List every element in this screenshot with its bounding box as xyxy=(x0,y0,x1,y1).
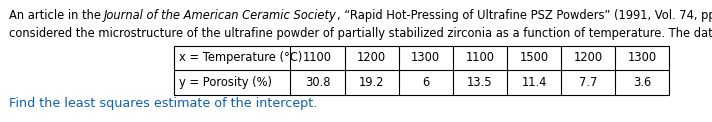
Text: 1100: 1100 xyxy=(466,51,494,64)
Text: 13.5: 13.5 xyxy=(467,76,493,89)
Text: , “Rapid Hot-Pressing of Ultrafine PSZ Powders” (1991, Vol. 74, pp. 1547–1553): , “Rapid Hot-Pressing of Ultrafine PSZ P… xyxy=(337,9,712,22)
Text: An article in the: An article in the xyxy=(9,9,104,22)
Text: 11.4: 11.4 xyxy=(521,76,547,89)
Text: 3.6: 3.6 xyxy=(633,76,651,89)
Text: 1300: 1300 xyxy=(628,51,656,64)
Text: Find the least squares estimate of the intercept.: Find the least squares estimate of the i… xyxy=(9,97,317,110)
Text: 1200: 1200 xyxy=(357,51,386,64)
Text: y = Porosity (%): y = Porosity (%) xyxy=(179,76,272,89)
Text: 30.8: 30.8 xyxy=(305,76,330,89)
Text: 7.7: 7.7 xyxy=(579,76,597,89)
Text: 19.2: 19.2 xyxy=(359,76,384,89)
Text: 1500: 1500 xyxy=(520,51,548,64)
Text: Journal of the American Ceramic Society: Journal of the American Ceramic Society xyxy=(104,9,337,22)
Text: 1200: 1200 xyxy=(574,51,602,64)
Text: 1100: 1100 xyxy=(303,51,332,64)
Text: x = Temperature (°C): x = Temperature (°C) xyxy=(179,51,302,64)
Text: 6: 6 xyxy=(422,76,429,89)
Text: considered the microstructure of the ultrafine powder of partially stabilized zi: considered the microstructure of the ult… xyxy=(9,27,712,41)
Text: 1300: 1300 xyxy=(412,51,440,64)
